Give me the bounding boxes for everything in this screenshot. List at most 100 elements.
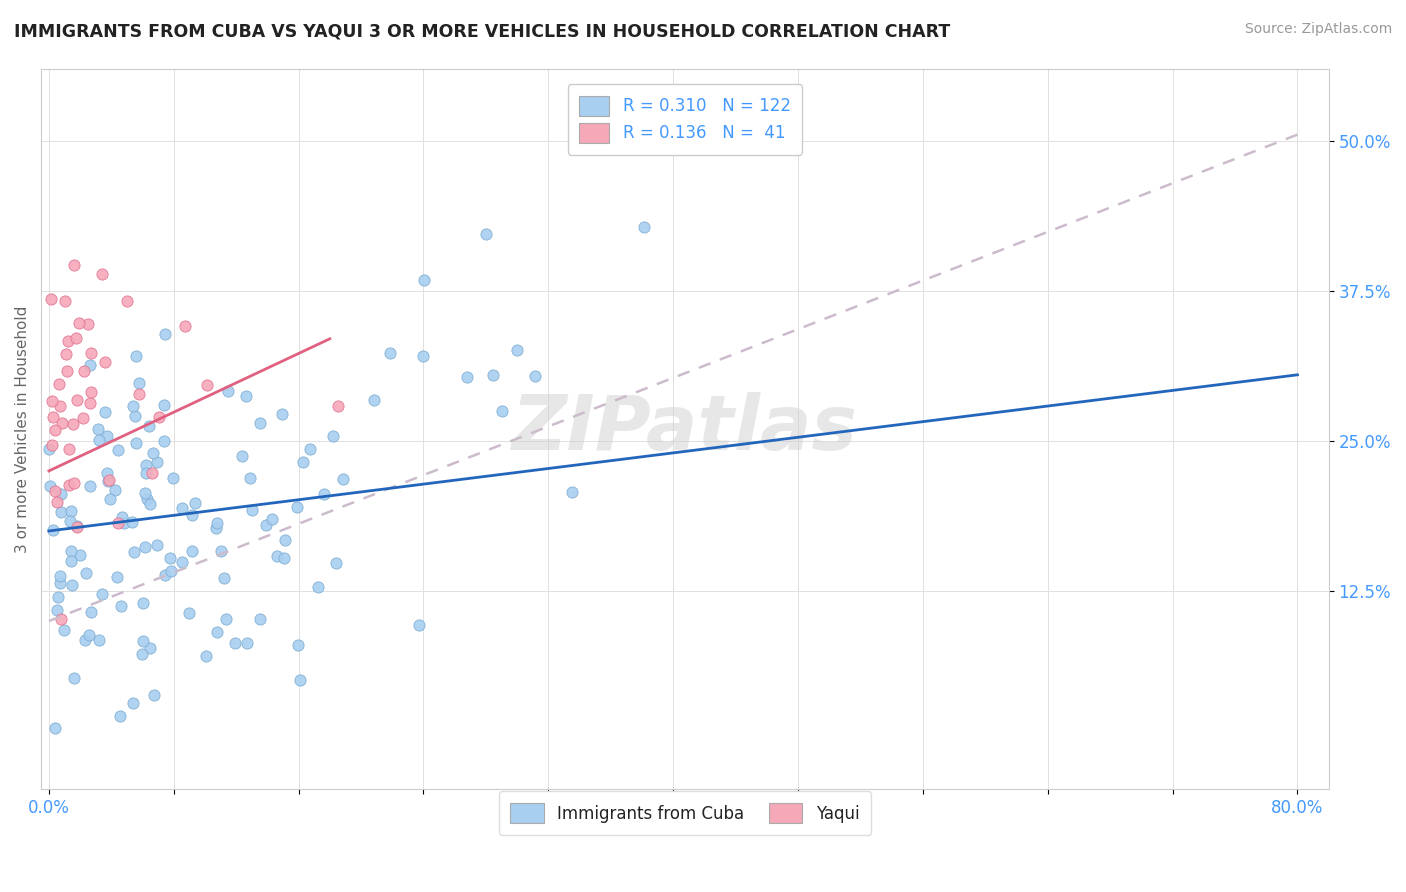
Point bbox=[49, 505, 72, 519]
Point bbox=[322, 429, 344, 443]
Point bbox=[143, 689, 166, 703]
Point bbox=[236, 636, 259, 650]
Point bbox=[89, 633, 111, 648]
Point bbox=[91, 267, 114, 281]
Point bbox=[55, 347, 77, 361]
Point bbox=[121, 515, 143, 529]
Point bbox=[180, 544, 202, 558]
Point bbox=[139, 641, 162, 656]
Point bbox=[561, 484, 583, 499]
Point bbox=[42, 524, 65, 538]
Point bbox=[159, 551, 181, 566]
Point bbox=[491, 404, 513, 418]
Point bbox=[184, 496, 207, 510]
Point bbox=[121, 696, 143, 710]
Point bbox=[159, 564, 181, 578]
Point bbox=[79, 396, 101, 410]
Point bbox=[332, 472, 354, 486]
Point bbox=[79, 479, 101, 493]
Point bbox=[38, 442, 60, 456]
Point bbox=[523, 368, 546, 383]
Point bbox=[53, 293, 76, 308]
Point bbox=[254, 517, 277, 532]
Point bbox=[48, 377, 70, 392]
Point bbox=[260, 511, 283, 525]
Point bbox=[412, 349, 434, 363]
Point bbox=[46, 591, 69, 605]
Point bbox=[104, 483, 127, 497]
Point bbox=[105, 570, 128, 584]
Point bbox=[98, 492, 121, 507]
Point bbox=[153, 567, 176, 582]
Point bbox=[59, 544, 82, 558]
Point bbox=[249, 612, 271, 626]
Point bbox=[51, 416, 73, 430]
Point bbox=[408, 618, 430, 632]
Point bbox=[290, 673, 312, 687]
Text: ZIPatlas: ZIPatlas bbox=[512, 392, 858, 466]
Point bbox=[205, 521, 228, 535]
Point bbox=[86, 422, 108, 436]
Point bbox=[138, 497, 160, 511]
Point bbox=[266, 549, 288, 563]
Point bbox=[65, 331, 87, 345]
Point bbox=[53, 624, 76, 638]
Point bbox=[62, 671, 84, 685]
Point bbox=[215, 612, 238, 626]
Point bbox=[122, 545, 145, 559]
Point bbox=[325, 556, 347, 570]
Point bbox=[112, 516, 135, 530]
Point bbox=[312, 486, 335, 500]
Point bbox=[174, 319, 197, 334]
Point bbox=[110, 510, 132, 524]
Point bbox=[142, 446, 165, 460]
Point bbox=[66, 518, 89, 533]
Point bbox=[177, 606, 200, 620]
Legend: Immigrants from Cuba, Yaqui: Immigrants from Cuba, Yaqui bbox=[499, 791, 872, 835]
Point bbox=[285, 500, 308, 514]
Point bbox=[60, 577, 83, 591]
Y-axis label: 3 or more Vehicles in Household: 3 or more Vehicles in Household bbox=[15, 305, 30, 552]
Point bbox=[49, 612, 72, 626]
Point bbox=[217, 384, 239, 398]
Point bbox=[456, 370, 478, 384]
Point bbox=[76, 317, 98, 331]
Point bbox=[128, 376, 150, 390]
Point bbox=[60, 553, 83, 567]
Point bbox=[79, 358, 101, 372]
Point bbox=[97, 474, 120, 488]
Point bbox=[128, 387, 150, 401]
Point bbox=[115, 293, 138, 308]
Point bbox=[39, 292, 62, 306]
Point bbox=[153, 327, 176, 342]
Point bbox=[194, 648, 217, 663]
Point bbox=[41, 393, 63, 408]
Point bbox=[80, 605, 103, 619]
Point bbox=[134, 486, 156, 500]
Point bbox=[224, 635, 246, 649]
Point bbox=[77, 628, 100, 642]
Point bbox=[231, 449, 253, 463]
Point bbox=[108, 708, 131, 723]
Point bbox=[80, 385, 103, 400]
Point bbox=[148, 410, 170, 425]
Point bbox=[474, 227, 496, 241]
Point bbox=[39, 479, 62, 493]
Point bbox=[132, 634, 155, 648]
Point bbox=[41, 438, 63, 452]
Point bbox=[153, 398, 176, 412]
Point bbox=[299, 442, 322, 456]
Point bbox=[249, 416, 271, 430]
Point bbox=[506, 343, 529, 358]
Point bbox=[107, 516, 129, 531]
Point bbox=[287, 638, 309, 652]
Point bbox=[72, 410, 94, 425]
Point bbox=[153, 434, 176, 449]
Point bbox=[49, 569, 72, 583]
Point bbox=[138, 419, 160, 434]
Point bbox=[91, 586, 114, 600]
Point bbox=[307, 580, 329, 594]
Point bbox=[55, 364, 77, 378]
Point bbox=[134, 540, 156, 554]
Point bbox=[125, 436, 148, 450]
